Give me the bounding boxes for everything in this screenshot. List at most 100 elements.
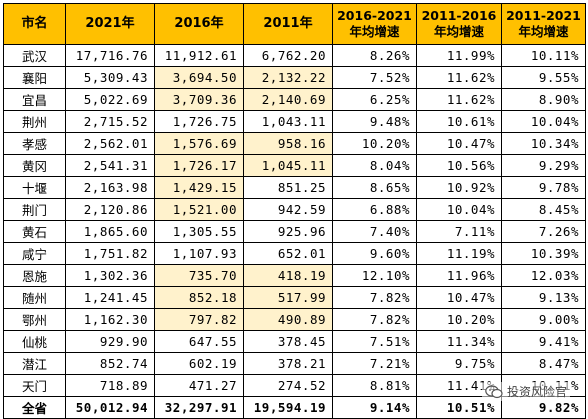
table-body: 武汉 17,716.76 11,912.61 6,762.20 8.26% 11.99% 1… (3, 44, 586, 419)
cell-g1121: 9.00% (501, 308, 586, 331)
cell-y2021: 2,541.31 (65, 154, 155, 177)
cell-g1621: 7.51% (332, 330, 417, 353)
header-growth-2016-2021: 2016-2021 年均增速 (332, 3, 417, 45)
cell-g1621: 9.48% (332, 110, 417, 133)
city-name-cell: 黄冈 (3, 154, 66, 177)
cell-y2021: 1,241.45 (65, 286, 155, 309)
cell-y2011: 490.89 (243, 308, 333, 331)
cell-g1621: 8.26% (332, 44, 417, 67)
table-row: 恩施 1,302.36 735.70 418.19 12.10% 11.96% 12.03% (3, 264, 586, 287)
table-row: 武汉 17,716.76 11,912.61 6,762.20 8.26% 11.99% 1… (3, 44, 586, 67)
cell-y2016: 1,305.55 (154, 220, 244, 243)
table-row: 咸宁 1,751.82 1,107.93 652.01 9.60% 11.19% 10.39… (3, 242, 586, 265)
cell-g1121: 10.11% (501, 44, 586, 67)
header-growth-2011-2021-period: 2011-2021 (506, 8, 581, 23)
cell-y2021: 5,309.43 (65, 66, 155, 89)
header-growth-2016-2021-label: 年均增速 (349, 24, 400, 39)
cell-y2016: 32,297.91 (154, 396, 244, 419)
watermark: 投资风险官 (481, 382, 570, 401)
cell-g1621: 6.25% (332, 88, 417, 111)
header-growth-2011-2021-label: 年均增速 (518, 24, 569, 39)
cell-y2016: 1,726.75 (154, 110, 244, 133)
cell-g1121: 12.03% (501, 264, 586, 287)
wechat-chat-icon (485, 384, 503, 398)
cell-g1621: 9.14% (332, 396, 417, 419)
header-growth-2016-2021-period: 2016-2021 (337, 8, 412, 23)
table-row: 荆门 2,120.86 1,521.00 942.59 6.88% 10.04% 8.45% (3, 198, 586, 221)
cell-g1121: 9.41% (501, 330, 586, 353)
cell-g1621: 10.20% (332, 132, 417, 155)
cell-g1121: 10.39% (501, 242, 586, 265)
cell-y2016: 797.82 (154, 308, 244, 331)
cell-y2011: 6,762.20 (243, 44, 333, 67)
cell-y2011: 652.01 (243, 242, 333, 265)
cell-y2011: 378.21 (243, 352, 333, 375)
cell-g1621: 8.65% (332, 176, 417, 199)
cell-g1121: 10.34% (501, 132, 586, 155)
cell-g1116: 11.34% (416, 330, 502, 353)
cell-y2011: 418.19 (243, 264, 333, 287)
table-row: 荆州 2,715.52 1,726.75 1,043.11 9.48% 10.61% 10.… (3, 110, 586, 133)
cell-y2021: 2,715.52 (65, 110, 155, 133)
cell-y2011: 958.16 (243, 132, 333, 155)
cell-y2021: 1,751.82 (65, 242, 155, 265)
header-city: 市名 (3, 3, 66, 45)
cell-y2011: 378.45 (243, 330, 333, 353)
cell-g1116: 11.62% (416, 88, 502, 111)
cell-y2011: 517.99 (243, 286, 333, 309)
table-row: 十堰 2,163.98 1,429.15 851.25 8.65% 10.92% 9.78% (3, 176, 586, 199)
cell-y2011: 851.25 (243, 176, 333, 199)
cell-y2021: 1,162.30 (65, 308, 155, 331)
city-name-cell: 孝感 (3, 132, 66, 155)
cell-g1121: 9.29% (501, 154, 586, 177)
cell-g1621: 9.60% (332, 242, 417, 265)
cell-y2016: 1,726.17 (154, 154, 244, 177)
cell-y2016: 602.19 (154, 352, 244, 375)
cell-y2021: 929.90 (65, 330, 155, 353)
cell-g1621: 7.82% (332, 286, 417, 309)
cell-g1121: 8.90% (501, 88, 586, 111)
cell-g1116: 10.92% (416, 176, 502, 199)
cell-g1621: 12.10% (332, 264, 417, 287)
header-2016: 2016年 (154, 3, 244, 45)
cell-g1116: 11.99% (416, 44, 502, 67)
cell-g1116: 10.04% (416, 198, 502, 221)
city-name-cell: 随州 (3, 286, 66, 309)
header-growth-2011-2016-period: 2011-2016 (421, 8, 497, 23)
header-growth-2011-2016-label: 年均增速 (433, 24, 484, 39)
cell-y2016: 11,912.61 (154, 44, 244, 67)
cell-y2011: 274.52 (243, 374, 333, 397)
cell-g1116: 7.11% (416, 220, 502, 243)
cell-y2021: 1,302.36 (65, 264, 155, 287)
cell-g1621: 8.04% (332, 154, 417, 177)
cell-y2016: 1,429.15 (154, 176, 244, 199)
city-name-cell: 武汉 (3, 44, 66, 67)
cell-g1116: 11.19% (416, 242, 502, 265)
cell-y2021: 718.89 (65, 374, 155, 397)
cell-g1116: 10.47% (416, 132, 502, 155)
city-name-cell: 襄阳 (3, 66, 66, 89)
cell-y2011: 1,045.11 (243, 154, 333, 177)
cell-g1116: 11.41% (416, 374, 502, 397)
table-row: 潜江 852.74 602.19 378.21 7.21% 9.75% 8.47% (3, 352, 586, 375)
table-row: 黄冈 2,541.31 1,726.17 1,045.11 8.04% 10.56% 9.2… (3, 154, 586, 177)
city-name-cell: 鄂州 (3, 308, 66, 331)
cell-y2021: 1,865.60 (65, 220, 155, 243)
table-row: 鄂州 1,162.30 797.82 490.89 7.82% 10.20% 9.00% (3, 308, 586, 331)
cell-y2016: 3,709.36 (154, 88, 244, 111)
city-name-cell: 天门 (3, 374, 66, 397)
header-growth-2011-2016: 2011-2016 年均增速 (416, 3, 502, 45)
header-2011: 2011年 (243, 3, 333, 45)
cell-g1116: 10.56% (416, 154, 502, 177)
cell-g1121: 9.78% (501, 176, 586, 199)
gdp-table: 市名 2021年 2016年 2011年 2016-2021 年均增速 2011… (3, 3, 586, 419)
cell-y2016: 1,576.69 (154, 132, 244, 155)
table-row: 仙桃 929.90 647.55 378.45 7.51% 11.34% 9.41% (3, 330, 586, 353)
city-name-cell: 宜昌 (3, 88, 66, 111)
cell-y2016: 852.18 (154, 286, 244, 309)
cell-g1621: 7.82% (332, 308, 417, 331)
city-name-cell: 全省 (3, 396, 66, 419)
cell-y2021: 5,022.69 (65, 88, 155, 111)
cell-y2011: 2,132.22 (243, 66, 333, 89)
cell-g1121: 9.55% (501, 66, 586, 89)
